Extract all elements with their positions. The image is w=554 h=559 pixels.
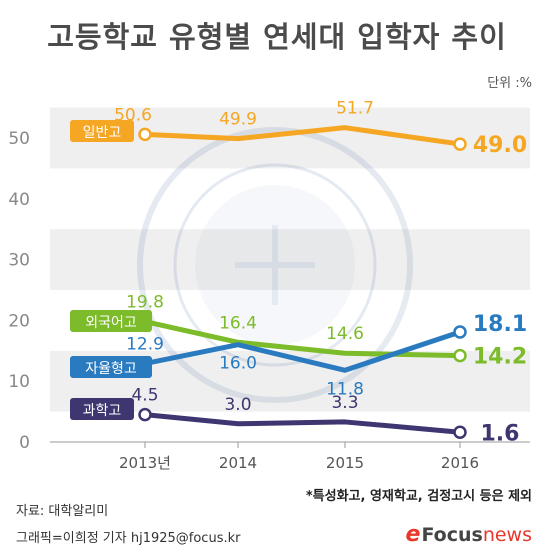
y-tick-label: 20 [8,311,30,331]
y-tick-label: 10 [8,372,30,392]
series-3: 12.9 16.0 11.8 18.1 자율형고 [70,312,527,399]
y-tick-label: 30 [8,251,30,271]
unit-label: 단위 :% [487,76,532,91]
y-tick-label: 50 [8,129,30,149]
data-label: 3.3 [331,393,358,413]
series-group: 50.6 49.951.749.0일반고19.816.414.614.2외국어고1… [70,99,527,446]
series-line [144,125,461,147]
y-tick-label: 40 [8,190,30,210]
focus-news-logo[interactable]: e Focus news [406,522,532,547]
data-label: 16.0 [219,354,257,374]
data-point [453,348,467,363]
series-name-tag [70,398,134,420]
data-label: 12.9 [126,335,164,355]
university-seal-watermark [137,127,413,403]
y-axis: 0 10 20 30 40 50 [8,129,30,453]
y-tick-label: 0 [19,433,30,453]
series-line [144,329,461,373]
footnote: *특성화고, 영재학교, 검정고시 등은 제외 [305,489,532,504]
series-name-tag [70,310,152,332]
logo-news-text: news [482,523,532,546]
data-label: 11.8 [326,379,364,399]
graphic-credit: 그래픽=이희정 기자 hj1925@focus.kr [16,531,241,546]
series-name-label: 과학고 [83,403,122,419]
data-point [453,325,467,339]
x-tick-label: 2013년 [119,454,171,472]
series-line [144,319,461,359]
data-point [453,425,467,440]
series-2: 19.8 16.4 14.6 14.2 외국어고 [70,293,527,370]
data-label: 49.0 [473,133,527,158]
logo-focus-text: Focus [421,523,483,546]
data-label: 14.6 [326,324,364,344]
data-label: 4.5 [131,386,158,406]
data-label: 51.7 [336,99,374,119]
logo-e-mark: e [405,522,421,547]
data-label: 49.9 [219,110,257,130]
series-line [144,412,461,435]
x-tick-label: 2014 [219,454,257,472]
chart-title: 고등학교 유형별 연세대 입학자 추이 [47,20,507,54]
series-name-label: 일반고 [83,125,122,141]
grid-band [50,229,530,290]
data-label: 1.6 [481,421,520,446]
series-name-tag [70,356,152,378]
series-name-label: 외국어고 [85,315,137,331]
series-name-tag [70,120,134,142]
data-label: 19.8 [126,293,164,313]
data-label: 14.2 [473,345,527,370]
source-note: 자료: 대학알리미 [16,504,109,519]
data-label: 18.1 [473,312,527,337]
x-tick-label: 2015 [326,454,364,472]
data-label: 16.4 [219,313,257,333]
x-tick-label: 2016 [441,454,479,472]
data-label: 3.0 [224,395,251,415]
series-4: 4.5 3.0 3.3 1.6 과학고 [70,386,520,446]
series-name-label: 자율형고 [85,361,137,377]
data-point [138,407,152,422]
data-point [453,137,467,151]
data-point [138,127,152,142]
x-axis: 2013년 2014 2015 2016 [119,442,479,472]
